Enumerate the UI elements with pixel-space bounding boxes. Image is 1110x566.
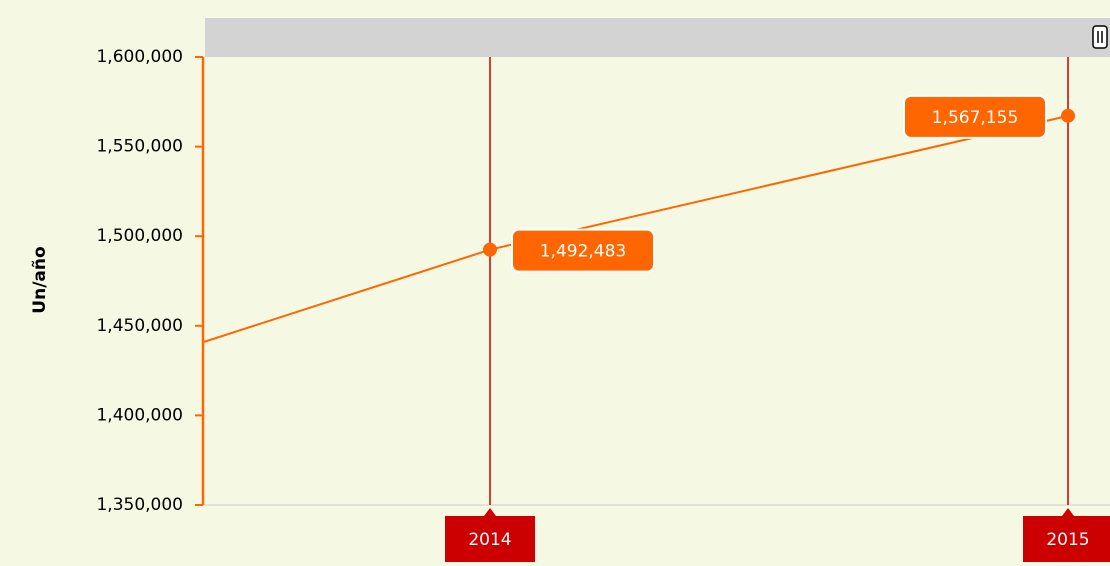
y-tick-label: 1,500,000 bbox=[96, 226, 183, 246]
x-tick-label: 2014 bbox=[468, 530, 511, 550]
y-tick-label: 1,450,000 bbox=[96, 316, 183, 336]
scrollbar[interactable] bbox=[205, 18, 1110, 57]
category-label-box bbox=[1023, 508, 1110, 562]
data-label-box bbox=[903, 94, 1047, 139]
y-tick-label: 1,550,000 bbox=[96, 137, 183, 157]
scrollbar-grip[interactable] bbox=[1092, 25, 1108, 49]
data-label-box bbox=[511, 228, 655, 273]
plot bbox=[203, 57, 1075, 505]
data-label: 1,492,483 bbox=[540, 242, 627, 262]
y-tick-label: 1,400,000 bbox=[96, 405, 183, 425]
data-point bbox=[483, 242, 497, 257]
data-label: 1,567,155 bbox=[932, 108, 1019, 128]
y-tick-label: 1,600,000 bbox=[96, 47, 183, 67]
x-tick-label: 2015 bbox=[1046, 530, 1089, 550]
y-tick-label: 1,350,000 bbox=[96, 495, 183, 515]
data-point bbox=[1061, 108, 1075, 123]
category-label-box bbox=[445, 508, 535, 562]
y-axis-title: Un/año bbox=[30, 246, 50, 313]
